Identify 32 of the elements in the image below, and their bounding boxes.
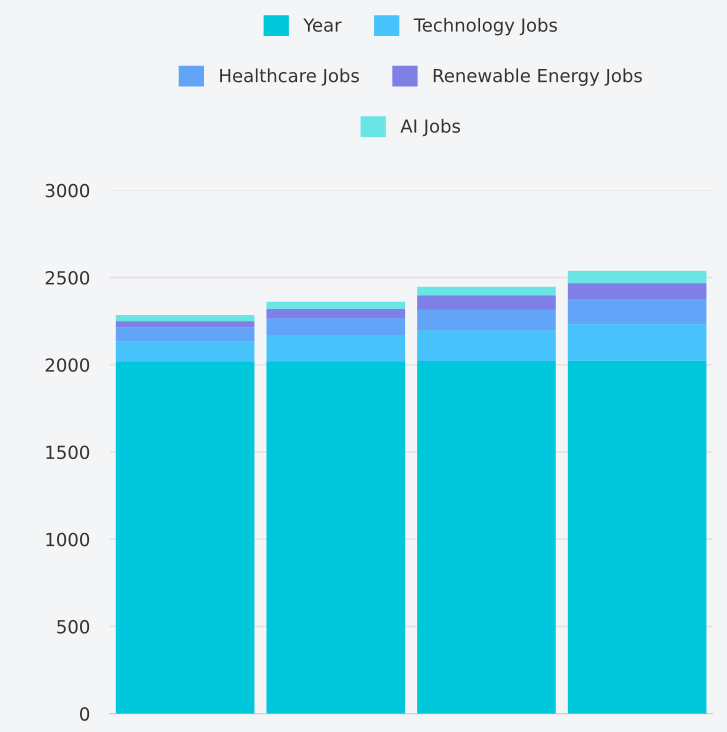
bar — [116, 327, 254, 342]
y-tick-label: 500 — [57, 620, 90, 634]
legend-label: Year — [303, 18, 342, 32]
legend-label: Renewable Energy Jobs — [434, 68, 642, 86]
y-tick-label: 1000 — [46, 532, 90, 546]
legend-label: Technology Jobs — [414, 18, 558, 36]
bar — [116, 341, 254, 362]
bar — [417, 296, 556, 310]
legend-label: Healthcare Jobs — [220, 68, 359, 86]
bar — [568, 270, 706, 284]
legend-label: AI Jobs — [400, 118, 460, 136]
bar — [568, 300, 706, 324]
bar — [116, 321, 254, 328]
bar — [266, 336, 406, 362]
bar — [116, 361, 254, 714]
bar — [266, 318, 406, 336]
bar — [417, 360, 556, 714]
bar — [568, 324, 706, 361]
bar — [417, 330, 556, 361]
y-tick-label: 0 — [80, 707, 90, 721]
bar — [266, 302, 406, 309]
y-tick-label: 2500 — [46, 271, 90, 285]
y-tick-label: 1500 — [46, 445, 90, 460]
bar — [266, 361, 406, 714]
bar — [116, 315, 254, 322]
y-tick-label: 3000 — [46, 184, 90, 198]
bar — [417, 309, 556, 330]
bar — [266, 308, 406, 318]
bar — [568, 283, 706, 300]
y-tick-label: 2000 — [46, 358, 90, 372]
bar — [417, 286, 556, 296]
bar — [568, 360, 706, 714]
